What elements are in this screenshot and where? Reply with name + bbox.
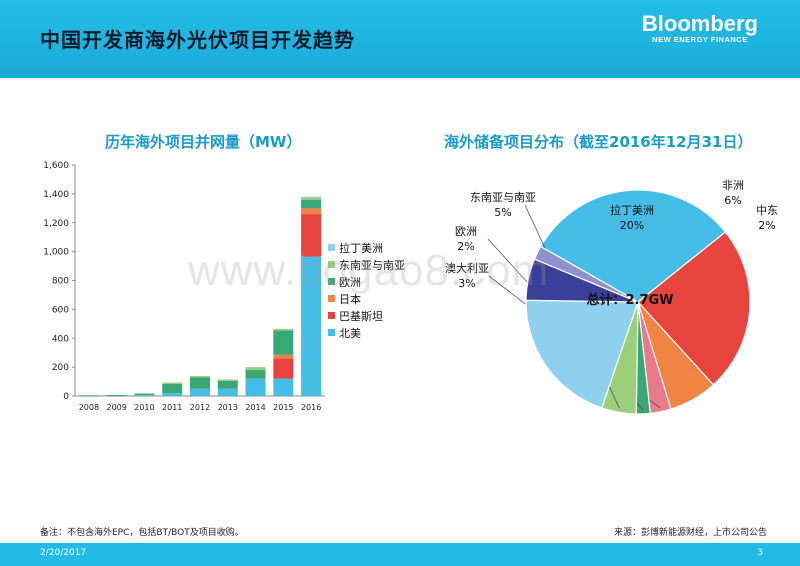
footer-bar: [0, 543, 800, 566]
bar-segment: [78, 395, 99, 396]
footer-source: 来源：彭博新能源财经，上市公司公告: [613, 528, 767, 538]
legend-label: 拉丁美洲: [339, 241, 383, 255]
slice-percent-label: 2%: [758, 219, 775, 232]
bar-chart: 0 200 400 600 800 1,000 1,200 1,400 1,600 2008 200…: [43, 161, 325, 412]
header-bar: 中国开发商海外光伏项目开发趋势 Bloomberg NEW ENERGY FIN…: [0, 0, 800, 78]
legend-swatch: [328, 244, 335, 251]
x-tick-label: 2015: [273, 403, 293, 412]
pie-slice: [539, 189, 727, 303]
bar-segment: [162, 382, 183, 384]
bar-segment: [162, 393, 183, 396]
bar-segment: [245, 378, 266, 396]
slice-name-label: 非洲: [722, 179, 744, 192]
x-tick-label: 2013: [218, 403, 238, 412]
watermark: www.bogao8.com: [188, 246, 550, 295]
legend-item: 东南亚与南亚: [328, 256, 405, 273]
x-tick-label: 2008: [79, 403, 99, 412]
pie-total-label: 总计：2.7GW: [586, 292, 673, 308]
bar-segment: [301, 197, 322, 200]
bar-segment: [217, 380, 238, 389]
bar-segment: [190, 388, 210, 396]
bar-segment: [301, 208, 322, 215]
pie-slice: [637, 231, 751, 386]
legend-label: 欧洲: [339, 275, 361, 289]
bar-segment: [273, 328, 294, 331]
y-tick-label: 1,600: [43, 161, 69, 171]
x-tick-label: 2014: [245, 403, 265, 412]
x-tick-label: 2016: [301, 403, 321, 412]
pie-slice: [533, 245, 639, 303]
bar-segment: [301, 199, 322, 209]
pie-chart: 北美31%巴基斯坦24%日本7%澳大利亚3%欧洲2%东南亚与南亚5%拉丁美洲20…: [445, 179, 778, 415]
legend-item: 欧洲: [328, 273, 405, 290]
pie-chart-title: 海外储备项目分布（截至2016年12月31日）: [444, 133, 753, 151]
slice-name-label: 澳大利亚: [445, 261, 489, 275]
logo-subtitle: NEW ENERGY FINANCE: [652, 35, 748, 44]
y-tick-label: 400: [52, 334, 69, 344]
x-tick-label: 2010: [134, 403, 154, 412]
bar-segment: [273, 378, 294, 396]
legend-item: 日本: [328, 290, 405, 307]
x-tick-label: 2012: [190, 403, 210, 412]
y-tick-label: 600: [52, 305, 69, 315]
slice-percent-label: 6%: [724, 194, 741, 207]
slice-percent-label: 5%: [494, 206, 511, 219]
page-title: 中国开发商海外光伏项目开发趋势: [40, 28, 355, 52]
legend-swatch: [328, 312, 335, 319]
bar-segment: [217, 379, 238, 381]
logo-brand: Bloomberg: [641, 11, 758, 36]
x-tick-label: 2011: [162, 403, 182, 412]
bar-chart-title: 历年海外项目并网量（MW）: [105, 133, 302, 151]
y-tick-label: 200: [52, 363, 69, 373]
bar-segment: [301, 256, 322, 396]
legend-label: 巴基斯坦: [339, 309, 383, 323]
bar-segment: [162, 383, 183, 394]
bar-segment: [245, 367, 266, 371]
y-tick-label: 1,000: [43, 248, 69, 258]
slice-name-label: 拉丁美洲: [610, 203, 654, 217]
slice-percent-label: 2%: [457, 240, 474, 253]
y-tick-label: 800: [52, 277, 69, 287]
bar-segment: [301, 196, 322, 198]
x-tick-label: 2009: [106, 403, 126, 412]
y-tick-label: 1,400: [43, 190, 69, 200]
footer-date: 2/20/2017: [40, 548, 87, 558]
slice-name-label: 东南亚与南亚: [470, 191, 536, 204]
pie-slice: [525, 299, 639, 409]
bar-segment: [217, 388, 238, 396]
page-number: 3: [757, 548, 763, 558]
legend-item: 北美: [328, 324, 405, 341]
bar-segment: [106, 394, 127, 396]
y-tick-label: 1,200: [43, 219, 69, 229]
slice-percent-label: 3%: [458, 277, 475, 290]
slice-percent-label: 20%: [620, 219, 644, 232]
legend-label: 日本: [339, 292, 361, 306]
bar-segment: [190, 376, 210, 378]
legend-swatch: [328, 261, 335, 268]
bar-segment: [190, 377, 210, 389]
y-tick-label: 0: [63, 392, 69, 402]
bar-segment: [245, 370, 266, 379]
bar-segment: [134, 395, 155, 396]
slice-name-label: 中东: [756, 204, 778, 217]
legend-item: 拉丁美洲: [328, 239, 405, 256]
bar-segment: [273, 330, 294, 355]
legend-swatch: [328, 295, 335, 302]
footer-note: 备注：不包含海外EPC，包括BT/BOT及项目收购。: [40, 528, 244, 538]
legend-swatch: [328, 329, 335, 336]
slice-name-label: 欧洲: [455, 225, 477, 238]
legend-item: 巴基斯坦: [328, 307, 405, 324]
bar-segment: [273, 358, 294, 379]
bar-segment: [301, 214, 322, 257]
bar-segment: [134, 393, 155, 396]
bar-segment: [273, 354, 294, 359]
legend-label: 东南亚与南亚: [339, 258, 405, 272]
bloomberg-logo: Bloomberg NEW ENERGY FINANCE: [641, 11, 758, 45]
legend-swatch: [328, 278, 335, 285]
bar-chart-legend: 拉丁美洲东南亚与南亚 欧洲日本巴基斯坦北美: [328, 239, 405, 341]
legend-label: 北美: [339, 326, 361, 340]
